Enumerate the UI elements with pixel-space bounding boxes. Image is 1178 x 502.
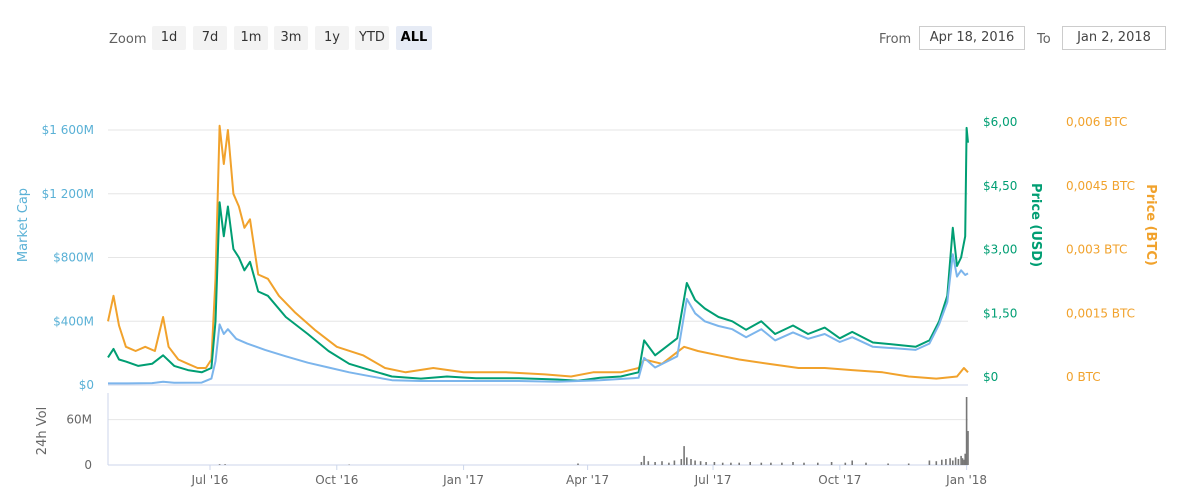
volume-bar bbox=[865, 462, 867, 465]
zoom-button-all[interactable]: ALL bbox=[396, 26, 432, 50]
x-tick-label: Apr '17 bbox=[566, 473, 609, 487]
volume-bar bbox=[967, 431, 969, 465]
from-label: From bbox=[879, 32, 912, 47]
zoom-button-3m[interactable]: 3m bbox=[274, 26, 308, 50]
volume-bar bbox=[949, 458, 951, 465]
volume-bar bbox=[683, 446, 685, 465]
volume-bar bbox=[945, 459, 947, 465]
zoom-button-1d[interactable]: 1d bbox=[152, 26, 186, 50]
volume-bar bbox=[705, 462, 707, 465]
x-tick-label: Oct '17 bbox=[818, 473, 861, 487]
zoom-button-7d[interactable]: 7d bbox=[193, 26, 227, 50]
volume-bar bbox=[851, 460, 853, 465]
price-btc-tick-label: 0,0015 BTC bbox=[1066, 306, 1135, 320]
volume-bar bbox=[952, 460, 954, 465]
price-btc-axis-title: Price (BTC) bbox=[1143, 184, 1158, 266]
market-cap-tick-label: $800M bbox=[53, 251, 94, 265]
from-date-input[interactable]: Apr 18, 2016 bbox=[919, 26, 1025, 50]
range-selector-toolbar: Zoom 1d 7d 1m 3m 1y YTD ALL From Apr 18, 2016 … bbox=[0, 0, 1178, 60]
series-line-market-cap bbox=[108, 253, 969, 385]
volume-bar bbox=[730, 462, 732, 465]
x-tick-label: Jan '17 bbox=[442, 473, 484, 487]
volume-bar bbox=[844, 462, 847, 465]
volume-bar bbox=[817, 462, 819, 465]
volume-bar bbox=[961, 458, 964, 465]
volume-bar bbox=[668, 462, 670, 465]
volume-bar bbox=[654, 462, 656, 465]
series-line-price-usd bbox=[107, 126, 969, 382]
price-usd-axis-title: Price (USD) bbox=[1028, 183, 1043, 267]
volume-bar bbox=[957, 459, 960, 465]
volume-bar bbox=[749, 462, 751, 465]
price-btc-tick-label: 0,003 BTC bbox=[1066, 243, 1127, 257]
price-usd-tick-label: $6,00 bbox=[983, 115, 1017, 129]
volume-bar bbox=[577, 463, 579, 465]
to-label: To bbox=[1037, 32, 1051, 47]
volume-bar bbox=[803, 462, 805, 465]
volume-bar bbox=[964, 453, 966, 465]
volume-bar bbox=[647, 461, 650, 465]
x-tick-label: Oct '16 bbox=[315, 473, 358, 487]
volume-bar bbox=[738, 462, 740, 465]
zoom-button-1y[interactable]: 1y bbox=[315, 26, 349, 50]
series-line-price-btc bbox=[107, 124, 969, 380]
market-cap-tick-label: $0 bbox=[79, 378, 94, 392]
volume-bar bbox=[673, 460, 676, 465]
price-usd-tick-label: $4,50 bbox=[983, 179, 1017, 193]
volume-bar bbox=[965, 397, 968, 465]
volume-bar bbox=[760, 462, 763, 465]
zoom-button-ytd[interactable]: YTD bbox=[355, 26, 389, 50]
volume-tick-label: 0 bbox=[84, 458, 92, 472]
to-date-input[interactable]: Jan 2, 2018 bbox=[1062, 26, 1166, 50]
volume-bar bbox=[963, 459, 965, 465]
market-cap-tick-label: $400M bbox=[53, 314, 94, 328]
volume-bar bbox=[960, 455, 962, 465]
volume-axis-title: 24h Vol bbox=[35, 407, 50, 455]
volume-bar bbox=[721, 462, 724, 465]
volume-bar bbox=[830, 462, 833, 465]
volume-bar bbox=[941, 459, 943, 465]
volume-bar bbox=[224, 464, 226, 465]
x-tick-label: Jul '17 bbox=[694, 473, 732, 487]
volume-bar bbox=[661, 461, 663, 465]
market-cap-tick-label: $1 600M bbox=[42, 123, 94, 137]
price-usd-tick-label: $0 bbox=[983, 370, 998, 384]
zoom-label: Zoom bbox=[109, 32, 147, 47]
volume-bar bbox=[686, 457, 688, 465]
volume-bar bbox=[699, 461, 702, 465]
volume-bar bbox=[770, 462, 772, 465]
x-tick-label: Jan '18 bbox=[945, 473, 987, 487]
price-btc-tick-label: 0 BTC bbox=[1066, 370, 1101, 384]
volume-bar bbox=[781, 462, 783, 465]
x-tick-label: Jul '16 bbox=[191, 473, 229, 487]
price-btc-tick-label: 0,0045 BTC bbox=[1066, 179, 1135, 193]
market-cap-axis-title: Market Cap bbox=[16, 188, 31, 262]
zoom-button-1m[interactable]: 1m bbox=[234, 26, 268, 50]
price-usd-tick-label: $1,50 bbox=[983, 306, 1017, 320]
volume-bar bbox=[694, 460, 696, 465]
volume-bar bbox=[713, 462, 716, 465]
volume-bar bbox=[928, 460, 931, 465]
price-btc-tick-label: 0,006 BTC bbox=[1066, 115, 1127, 129]
volume-bar bbox=[640, 462, 643, 465]
market-cap-tick-label: $1 200M bbox=[42, 187, 94, 201]
volume-bar bbox=[954, 457, 957, 465]
volume-tick-label: 60M bbox=[66, 413, 92, 427]
volume-bar bbox=[690, 459, 692, 465]
volume-bar bbox=[907, 463, 910, 465]
volume-bar bbox=[643, 455, 645, 465]
volume-bar bbox=[218, 464, 221, 465]
volume-bar bbox=[935, 461, 938, 465]
volume-bar bbox=[680, 459, 683, 465]
price-usd-tick-label: $3,00 bbox=[983, 243, 1017, 257]
volume-bar bbox=[792, 462, 794, 465]
volume-bar bbox=[887, 463, 889, 465]
